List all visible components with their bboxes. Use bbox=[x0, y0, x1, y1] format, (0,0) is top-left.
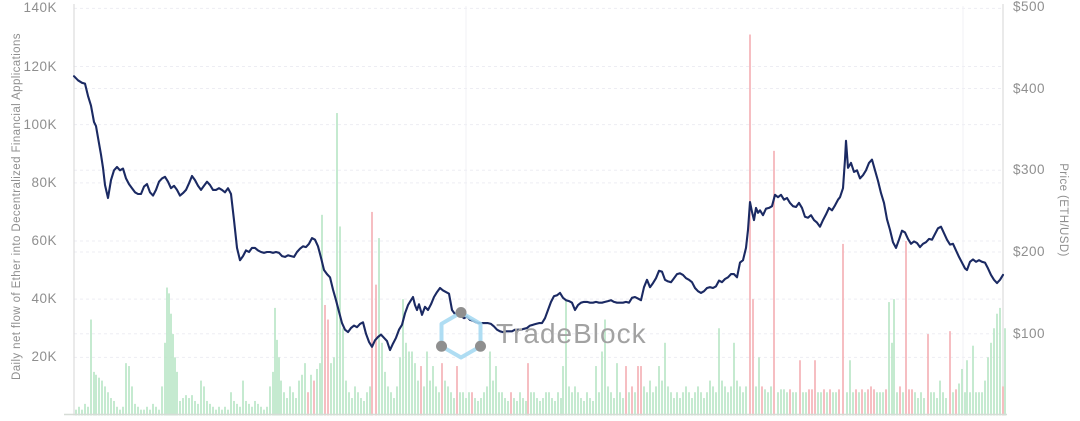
left-axis-tick: 140K bbox=[23, 0, 57, 16]
left-axis-title: Daily net flow of Ether into Decentraliz… bbox=[11, 33, 23, 380]
right-axis-tick: $500 bbox=[1013, 0, 1046, 14]
right-axis-tick: $100 bbox=[1013, 325, 1046, 341]
left-axis-tick: 80K bbox=[31, 174, 57, 190]
left-axis-tick: 20K bbox=[31, 349, 57, 365]
left-axis-tick: 120K bbox=[23, 58, 57, 74]
left-axis-tick: 40K bbox=[31, 291, 57, 307]
left-axis-tick: 60K bbox=[31, 233, 57, 248]
right-axis-title: Price (ETH/USD) bbox=[1057, 163, 1069, 257]
right-axis-tick: $300 bbox=[1013, 162, 1046, 178]
right-axis-tick: $400 bbox=[1013, 80, 1046, 96]
left-axis-tick: 100K bbox=[23, 116, 57, 132]
right-axis-tick: $200 bbox=[1013, 244, 1046, 259]
